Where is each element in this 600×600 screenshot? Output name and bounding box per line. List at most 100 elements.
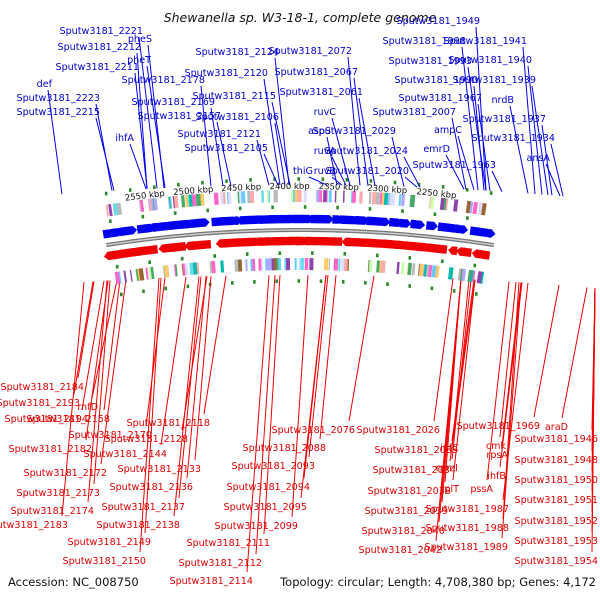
cog-band-inner	[428, 264, 433, 278]
tick-dot	[180, 256, 184, 261]
reverse-strand-arrow	[233, 237, 246, 247]
gene-label-reverse: Sputw3181_2040	[362, 526, 446, 537]
cog-band-inner	[261, 258, 264, 271]
cog-band-inner	[461, 268, 467, 282]
gene-label-reverse: Sputw3181_1987	[426, 504, 510, 515]
gene-label-reverse: Sputw3181_2170	[69, 430, 153, 441]
leader-line	[134, 72, 148, 189]
scale-label: 2400 kbp	[270, 182, 310, 192]
gene-label-forward: Sputw3181_2072	[269, 46, 353, 57]
leader-line	[194, 276, 212, 461]
gene-label-forward: Sputw3181_2221	[60, 26, 144, 37]
cog-band-inner	[423, 264, 428, 277]
cog-band-inner	[196, 262, 200, 275]
gene-label-reverse: Sputw3181_2076	[272, 425, 356, 436]
gene-label-forward: Sputw3181_2178	[122, 75, 206, 86]
cog-band-inner	[220, 260, 225, 273]
gene-label-forward: thiG	[293, 166, 313, 177]
forward-strand-arrow	[197, 218, 210, 228]
tick-dot	[303, 205, 307, 209]
leader-line	[271, 101, 291, 186]
leader-line	[73, 281, 94, 395]
gene-label-forward: Sputw3181_1939	[453, 75, 537, 86]
reverse-strand-arrow	[365, 238, 378, 248]
leader-line	[291, 274, 309, 518]
cog-band-inner	[387, 261, 391, 274]
leader-line	[491, 170, 503, 192]
cog-band-inner	[470, 270, 475, 283]
cog-band-inner	[237, 259, 243, 272]
reverse-strand-arrow	[344, 237, 356, 247]
cog-band-outer	[375, 192, 381, 205]
reverse-strand-arrow	[256, 237, 267, 246]
tick-dot	[148, 260, 151, 264]
cog-band-outer	[383, 192, 389, 206]
reverse-strand-arrow	[415, 242, 427, 252]
cog-band-inner	[278, 258, 282, 271]
scale-label: 2450 kbp	[221, 182, 261, 194]
leader-line	[391, 136, 405, 187]
leader-line	[433, 278, 454, 422]
tick-dot	[213, 254, 216, 258]
gene-label-forward: Sputw3181_2212	[58, 42, 142, 53]
gene-label-reverse: Sputw3181_2039	[365, 506, 449, 517]
leader-line	[435, 278, 462, 542]
gene-label-forward: Sputw3181_2124	[196, 47, 280, 58]
gene-label-reverse: Sputw3181_2094	[227, 482, 311, 493]
tick-dot	[336, 205, 339, 210]
tick-dot	[273, 177, 276, 181]
tick-dot	[231, 281, 234, 285]
tick-dot	[275, 279, 278, 283]
cog-band-outer	[401, 193, 406, 207]
tick-dot	[345, 178, 349, 182]
gene-label-reverse: Sputw3181_2034	[373, 465, 457, 476]
reverse-strand-arrow	[285, 236, 295, 246]
forward-strand-arrow	[381, 217, 391, 227]
cog-band-outer	[323, 190, 328, 203]
cog-band-inner	[118, 271, 122, 284]
cog-band-outer	[193, 194, 197, 207]
cog-band-outer	[116, 202, 123, 216]
leader-line	[452, 279, 470, 440]
leader-line	[93, 280, 111, 485]
leader-line	[145, 277, 166, 427]
cog-band-outer	[169, 196, 173, 209]
leader-line	[263, 275, 281, 535]
cog-band-inner	[343, 258, 349, 271]
gene-label-forward: Sputw3181_2121	[178, 129, 262, 140]
gene-label-reverse: Sputw3181_2114	[170, 576, 254, 587]
gene-label-forward: ihfA	[115, 133, 134, 144]
gene-label-reverse: Sputw3181_2158	[27, 414, 111, 425]
tick-dot	[475, 292, 478, 296]
forward-strand-arrow	[403, 219, 412, 228]
tick-dot	[115, 264, 119, 269]
gene-label-forward: Sputw3181_2215	[17, 107, 101, 118]
gene-label-reverse: Sputw3181_2182	[9, 444, 93, 455]
gene-label-reverse: Sputw3181_2026	[357, 425, 441, 436]
tick-dot	[311, 251, 314, 255]
cog-band-outer	[195, 193, 202, 207]
leader-line	[81, 280, 105, 411]
leader-line	[486, 281, 510, 481]
tick-dot	[364, 281, 367, 285]
tick-dot	[201, 180, 204, 185]
cog-band-outer	[173, 195, 179, 209]
cog-band-outer	[328, 190, 332, 203]
gene-label-reverse: Sputw3181_1951	[515, 495, 599, 506]
leader-line	[210, 107, 224, 187]
reverse-strand-arrow	[175, 242, 187, 251]
gene-label-forward: Sputw3181_2106	[196, 112, 280, 123]
scale-label: 2250 kbp	[416, 187, 457, 201]
tick-dot	[343, 252, 347, 256]
tick-dot	[408, 256, 412, 260]
cog-band-outer	[445, 198, 449, 211]
cog-band-inner	[418, 263, 425, 277]
gene-label-reverse: Sputw3181_2150	[63, 556, 147, 567]
gene-label-forward: Sputw3181_2024	[325, 146, 409, 157]
cog-band-outer	[273, 190, 278, 203]
leader-line	[501, 282, 522, 539]
cog-band-outer	[337, 190, 340, 203]
leader-line	[136, 52, 148, 189]
cog-band-inner	[167, 264, 173, 278]
gene-label-forward: Sputw3181_1998	[383, 36, 467, 47]
